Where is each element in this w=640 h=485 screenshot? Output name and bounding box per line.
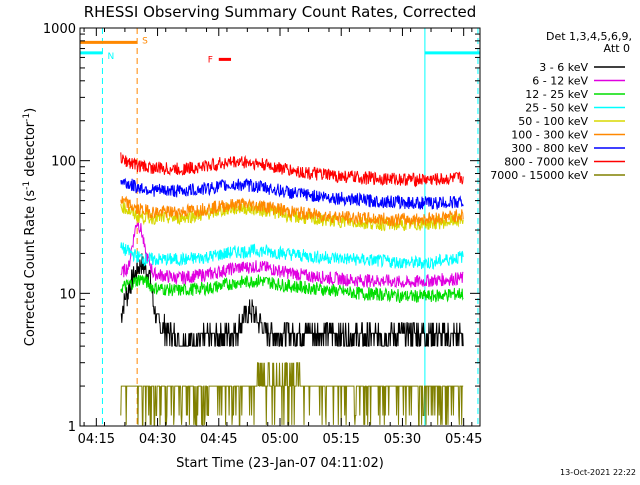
x-axis: 04:15 04:30 04:45 05:00 05:15 05:30 05:45 (78, 28, 482, 447)
y-axis: 1 10 100 1000 (43, 22, 480, 435)
series-line-0 (120, 253, 464, 347)
y-tick-label: 10 (59, 287, 76, 302)
chart-title: RHESSI Observing Summary Count Rates, Co… (84, 3, 477, 21)
saa-marker-label: S (142, 36, 148, 46)
night-marker-label: N (107, 52, 114, 62)
y-axis-label-sup: -1 (22, 113, 32, 122)
x-tick-label: 04:15 (78, 432, 115, 447)
plot-area: N S F (79, 28, 480, 426)
series-line-5 (120, 195, 464, 228)
x-tick-label: 05:00 (261, 432, 298, 447)
x-tick-label: 04:45 (200, 432, 237, 447)
series-line-6 (120, 177, 464, 210)
series-line-1 (120, 222, 464, 289)
series-line-7 (120, 152, 464, 188)
legend-label: 800 - 7000 keV (504, 156, 588, 169)
y-axis-label-part: Corrected Count Rate (s (23, 190, 38, 347)
legend-label: 25 - 50 keV (525, 102, 588, 115)
legend-label: 6 - 12 keV (532, 75, 588, 88)
x-tick-label: 05:30 (384, 432, 421, 447)
x-axis-label: Start Time (23-Jan-07 04:11:02) (176, 456, 384, 471)
y-tick-label: 1000 (43, 22, 76, 37)
series-line-2 (120, 274, 464, 303)
legend-label: 7000 - 15000 keV (490, 169, 588, 182)
y-axis-label-part: ) (23, 108, 38, 113)
legend-title-line: Det 1,3,4,5,6,9, (546, 30, 632, 43)
y-axis-label-part: detector (23, 121, 38, 181)
legend-label: 3 - 6 keV (539, 61, 588, 74)
flare-marker-label: F (208, 55, 213, 65)
legend-label: 300 - 800 keV (511, 142, 588, 155)
legend-title-line: Att 0 (604, 42, 630, 55)
x-tick-label: 05:15 (322, 432, 359, 447)
series-line-3 (120, 242, 464, 270)
x-tick-label: 04:30 (139, 432, 176, 447)
y-axis-label-sup: -1 (22, 181, 32, 190)
series-line-8 (120, 362, 464, 426)
legend-label: 12 - 25 keV (525, 88, 588, 101)
y-axis-label: Corrected Count Rate (s-1 detector-1) (22, 108, 38, 346)
x-tick-label: 05:45 (445, 432, 482, 447)
legend-label: 50 - 100 keV (518, 115, 588, 128)
y-tick-label: 1 (68, 420, 76, 435)
legend-label: 100 - 300 keV (511, 129, 588, 142)
footer-date: 13-Oct-2021 22:22 (560, 468, 636, 477)
y-tick-label: 100 (51, 155, 76, 170)
